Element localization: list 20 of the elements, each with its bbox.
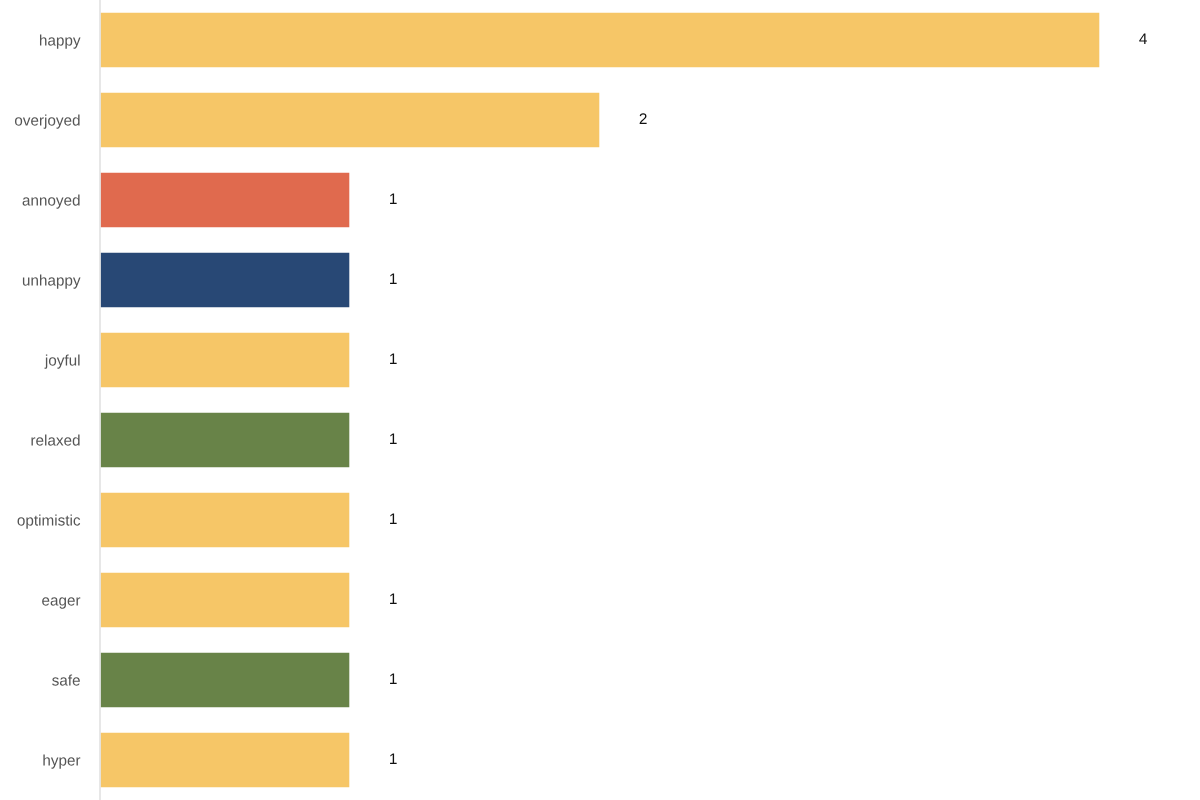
data-label: 1 — [390, 673, 397, 684]
y-tick-label: unhappy — [22, 274, 81, 289]
data-label: 1 — [390, 433, 397, 444]
data-label: 1 — [390, 593, 397, 604]
y-tick-label: eager — [42, 597, 81, 609]
y-tick-label: optimistic — [17, 514, 81, 529]
y-tick-label: safe — [52, 674, 80, 686]
y-tick-label: overjoyed — [14, 114, 80, 129]
data-label: 1 — [390, 193, 397, 204]
data-label: 2 — [639, 113, 647, 124]
data-label: 1 — [390, 513, 397, 524]
data-label: 4 — [1139, 33, 1147, 44]
data-label: 1 — [390, 353, 397, 364]
data-label: 1 — [390, 753, 397, 764]
data-label: 1 — [390, 273, 397, 284]
y-tick-label: joyful — [44, 354, 80, 369]
y-tick-label: hyper — [43, 754, 81, 769]
y-tick-label: happy — [39, 34, 81, 49]
y-tick-label: relaxed — [31, 434, 80, 446]
y-tick-label: annoyed — [22, 194, 80, 209]
